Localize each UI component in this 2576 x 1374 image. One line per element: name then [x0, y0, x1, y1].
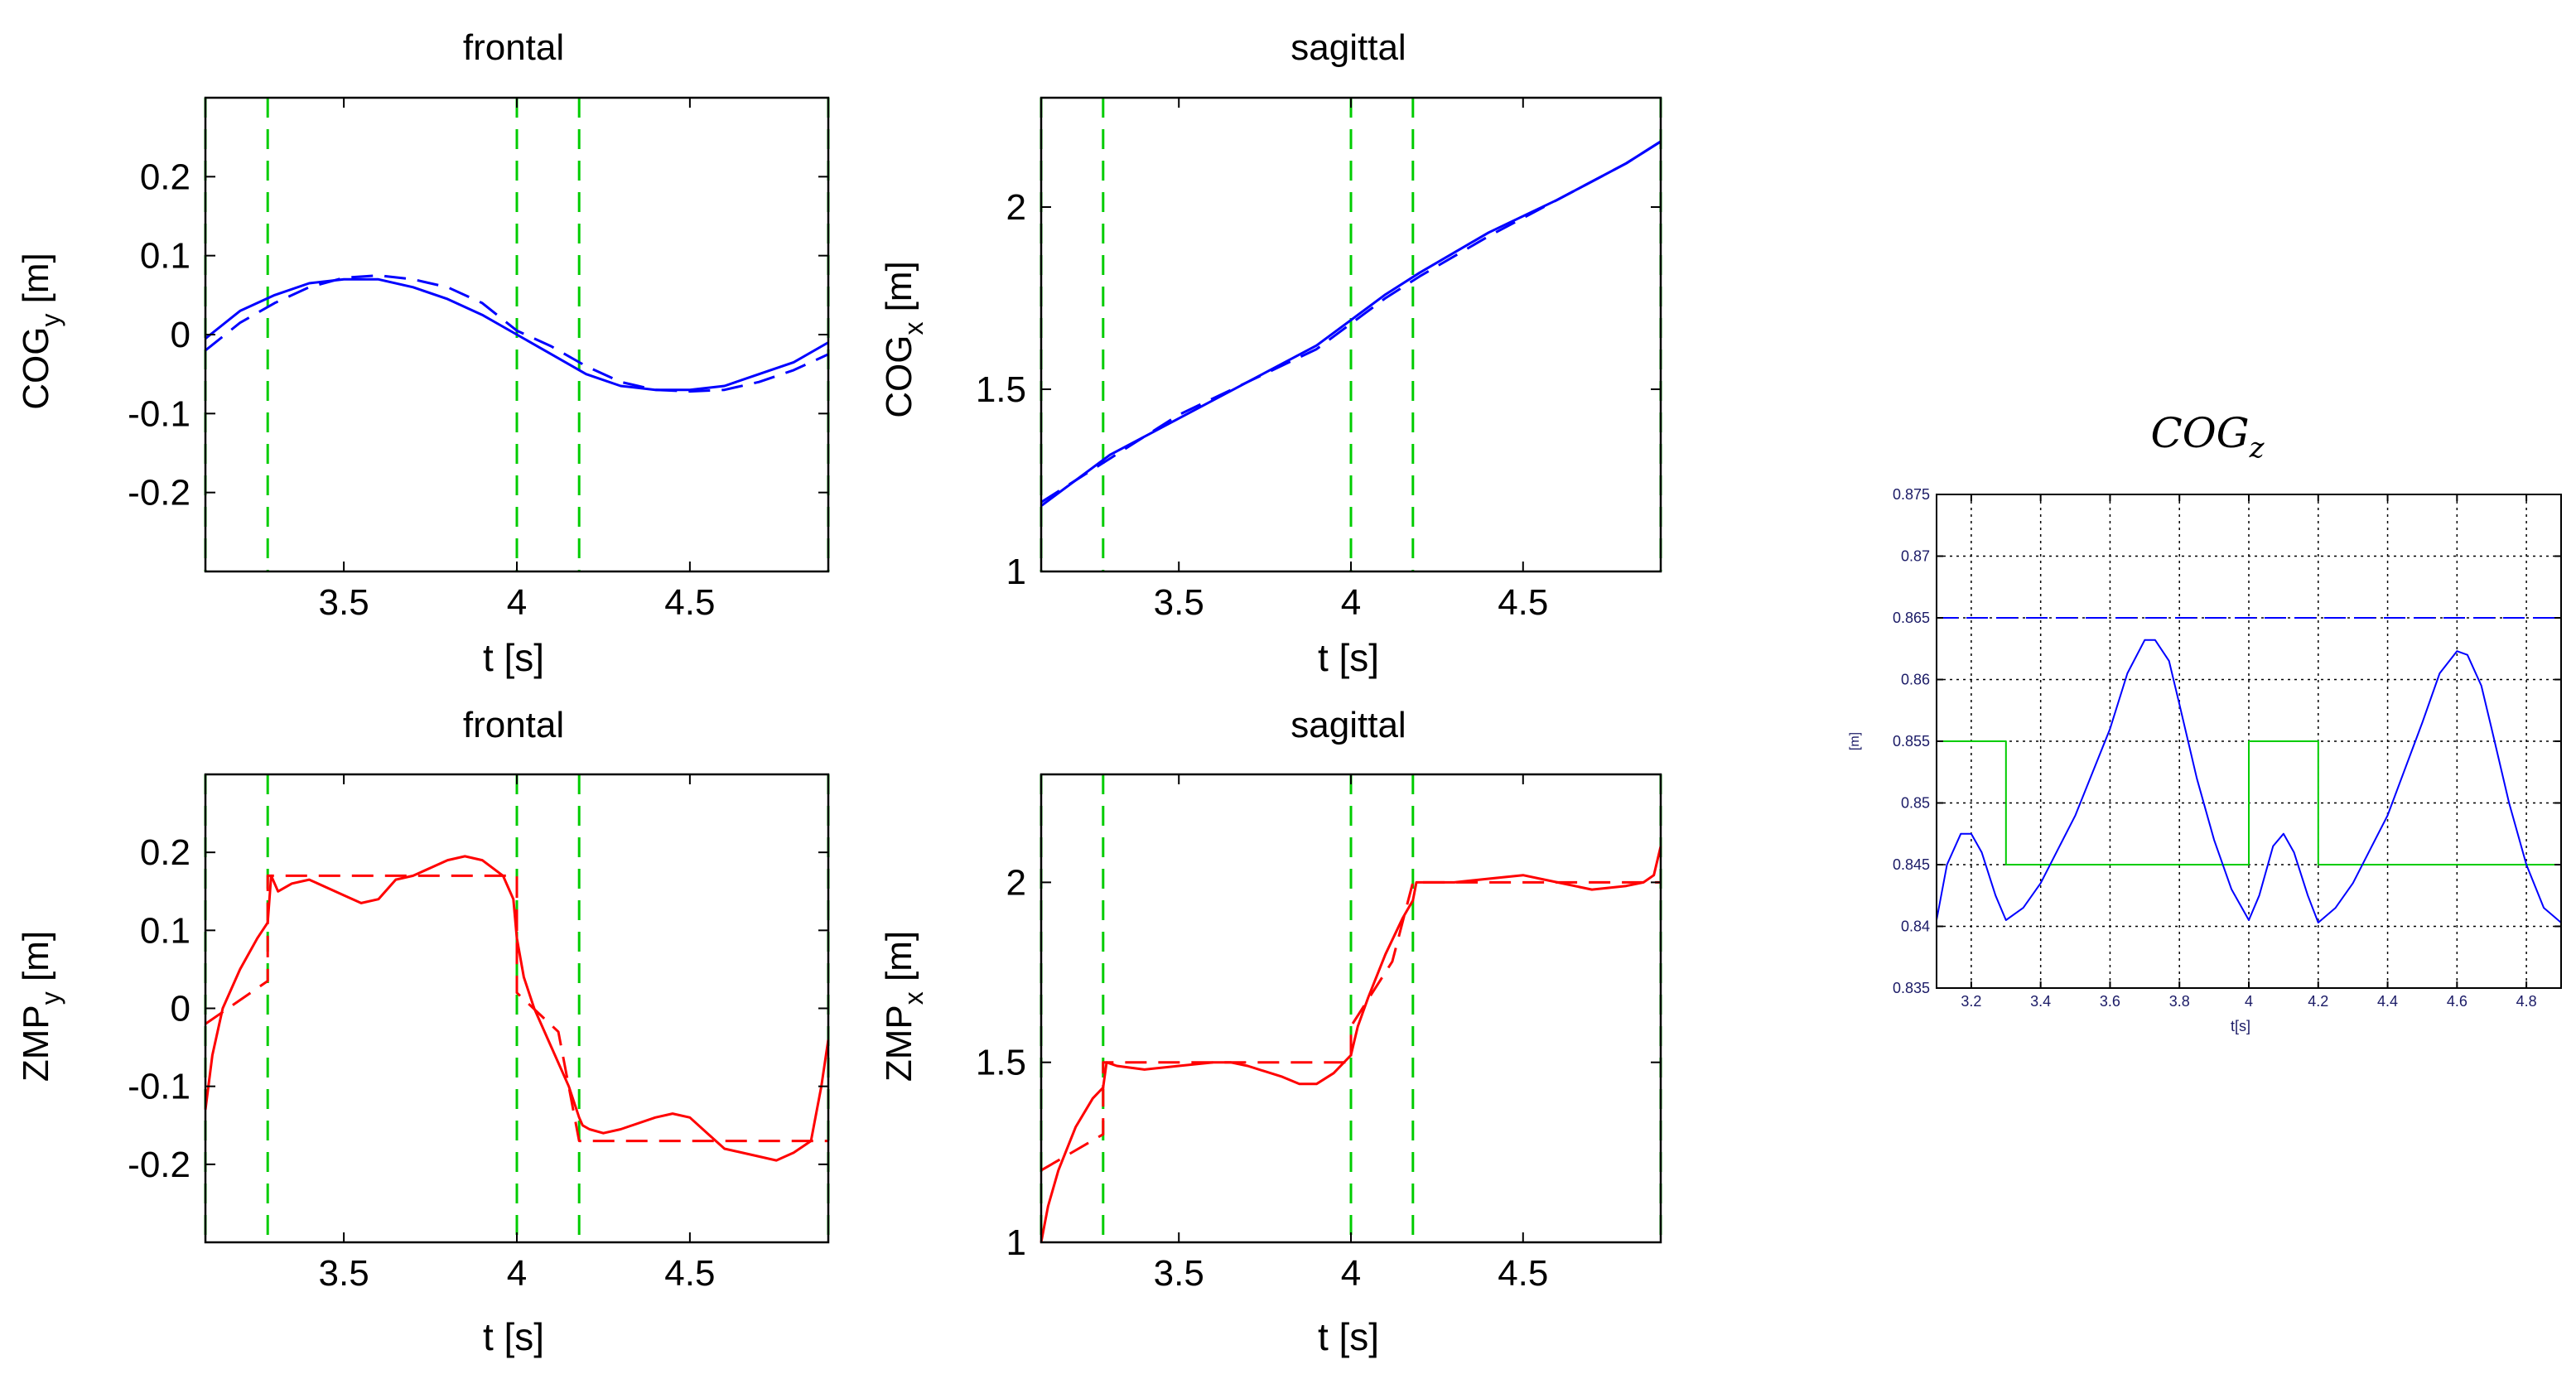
- cogz-ytick-label-6: 0.865: [1893, 610, 1930, 626]
- cogz-ytick-label-3: 0.85: [1901, 795, 1930, 812]
- cogz-ytick-label-8: 0.875: [1893, 486, 1930, 503]
- cogx-ytick-label-0: 1: [1006, 552, 1026, 592]
- zmpy-ylabel: ZMPy [m]: [16, 931, 65, 1082]
- cogz-ytick-label-2: 0.845: [1893, 856, 1930, 873]
- cogy-xtick-label-0: 3.5: [319, 582, 369, 623]
- zmpx-series-solid-red-0: [1040, 846, 1662, 1243]
- zmpy-ytick-label-4: 0.2: [140, 832, 191, 873]
- zmpy-ytick-label-3: 0.1: [140, 910, 191, 951]
- cogy-series-solid-blue-0: [205, 277, 829, 392]
- cogx-xtick-label-2: 4.5: [1498, 582, 1548, 623]
- cogy-ytick-label-2: 0: [171, 315, 191, 355]
- cogx-ytick-label-2: 2: [1006, 187, 1026, 228]
- zmpx-ylabel: ZMPx [m]: [879, 931, 929, 1082]
- zmpy-ytick-label-2: 0: [171, 989, 191, 1029]
- zmpx-xtick-label-1: 4: [1341, 1253, 1361, 1294]
- zmpx-series-dashed-red-1: [1040, 880, 1661, 1172]
- cogy-xtick-label-1: 4: [507, 582, 527, 623]
- zmpx-xlabel: t [s]: [1318, 1315, 1379, 1358]
- cogy-plot-panel: frontal t [s] COGy [m] 3.5 4 4.5 -0.2 -0.1 0 0…: [16, 27, 830, 679]
- cogy-series-dashed-blue-1: [205, 274, 829, 393]
- cogz-xtick-label-1: 3.4: [2030, 993, 2051, 1010]
- cogz-xtick-label-6: 4.4: [2377, 993, 2398, 1010]
- cogz-xtick-label-2: 3.6: [2100, 993, 2120, 1010]
- zmpx-ytick-label-1: 1.5: [976, 1043, 1026, 1083]
- cogz-title: COGz: [2150, 409, 2265, 465]
- zmpx-xtick-label-2: 4.5: [1498, 1253, 1548, 1294]
- cogz-series-solid-green-1: [1936, 740, 2561, 865]
- cogy-xlabel: t [s]: [483, 636, 544, 679]
- cogy-ytick-label-1: -0.1: [128, 393, 191, 434]
- cogy-ytick-label-4: 0.2: [140, 157, 191, 197]
- cogx-ylabel: COGx [m]: [879, 261, 929, 418]
- cogz-xtick-label-7: 4.6: [2447, 993, 2467, 1010]
- cogz-series-solid-blue-2: [1936, 639, 2562, 923]
- cogz-ylabel: [m]: [1848, 732, 1862, 750]
- zmpy-series-solid-red-0: [204, 855, 830, 1162]
- cogx-plot-panel: sagittal t [s] COGx [m] 3.5 4 4.5 1 1.5 2: [879, 27, 1662, 679]
- zmpy-xlabel: t [s]: [483, 1315, 544, 1358]
- cogz-xtick-label-0: 3.2: [1961, 993, 1981, 1010]
- cogx-xtick-label-1: 4: [1341, 582, 1361, 623]
- cogx-ytick-label-1: 1.5: [976, 369, 1026, 410]
- zmpx-xtick-label-0: 3.5: [1154, 1253, 1204, 1294]
- zmpy-plot-panel: frontal t [s] ZMPy [m] 3.5 4 4.5 -0.2 -0.1 0 0…: [16, 705, 830, 1358]
- zmpy-ytick-label-0: -0.2: [128, 1145, 191, 1185]
- cogy-ylabel: COGy [m]: [16, 253, 65, 410]
- cogz-xtick-label-4: 4: [2245, 993, 2253, 1010]
- zmpx-ytick-label-0: 1: [1006, 1222, 1026, 1263]
- cogz-ytick-label-5: 0.86: [1901, 672, 1930, 688]
- zmpx-title: sagittal: [1290, 705, 1406, 745]
- cogz-xtick-label-5: 4.2: [2308, 993, 2328, 1010]
- zmpy-xtick-label-0: 3.5: [319, 1253, 369, 1294]
- cogz-xlabel: t[s]: [2231, 1018, 2250, 1034]
- cogz-ytick-label-0: 0.835: [1893, 980, 1930, 996]
- cogx-series-dashed-blue-1: [1040, 140, 1662, 504]
- zmpx-ytick-label-2: 2: [1006, 862, 1026, 903]
- zmpy-xtick-label-2: 4.5: [664, 1253, 715, 1294]
- cogz-plot-panel: COGz t[s] [m] 3.2 3.4 3.6 3.8 4 4.2 4.4 4.6 4.8 0…: [1848, 409, 2562, 1034]
- cogy-ytick-label-3: 0.1: [140, 236, 191, 277]
- cogz-ytick-label-4: 0.855: [1893, 733, 1930, 750]
- zmpy-title: frontal: [463, 705, 564, 745]
- cogx-xtick-label-0: 3.5: [1154, 582, 1204, 623]
- cogx-xlabel: t [s]: [1318, 636, 1379, 679]
- cogz-ytick-label-7: 0.87: [1901, 548, 1930, 565]
- cogz-ytick-label-1: 0.84: [1901, 918, 1930, 935]
- cogy-xtick-label-2: 4.5: [664, 582, 715, 623]
- cogy-title: frontal: [463, 27, 564, 68]
- cogy-ytick-label-0: -0.2: [128, 473, 191, 513]
- cogz-xtick-label-3: 3.8: [2169, 993, 2190, 1010]
- zmpx-plot-panel: sagittal t [s] ZMPx [m] 3.5 4 4.5 1 1.5 2: [879, 705, 1662, 1358]
- zmpy-series-dashed-red-1: [205, 874, 828, 1143]
- zmpy-xtick-label-1: 4: [507, 1253, 527, 1294]
- zmpy-ytick-label-1: -0.1: [128, 1067, 191, 1107]
- cogx-title: sagittal: [1290, 27, 1406, 68]
- cogz-xtick-label-8: 4.8: [2516, 993, 2537, 1010]
